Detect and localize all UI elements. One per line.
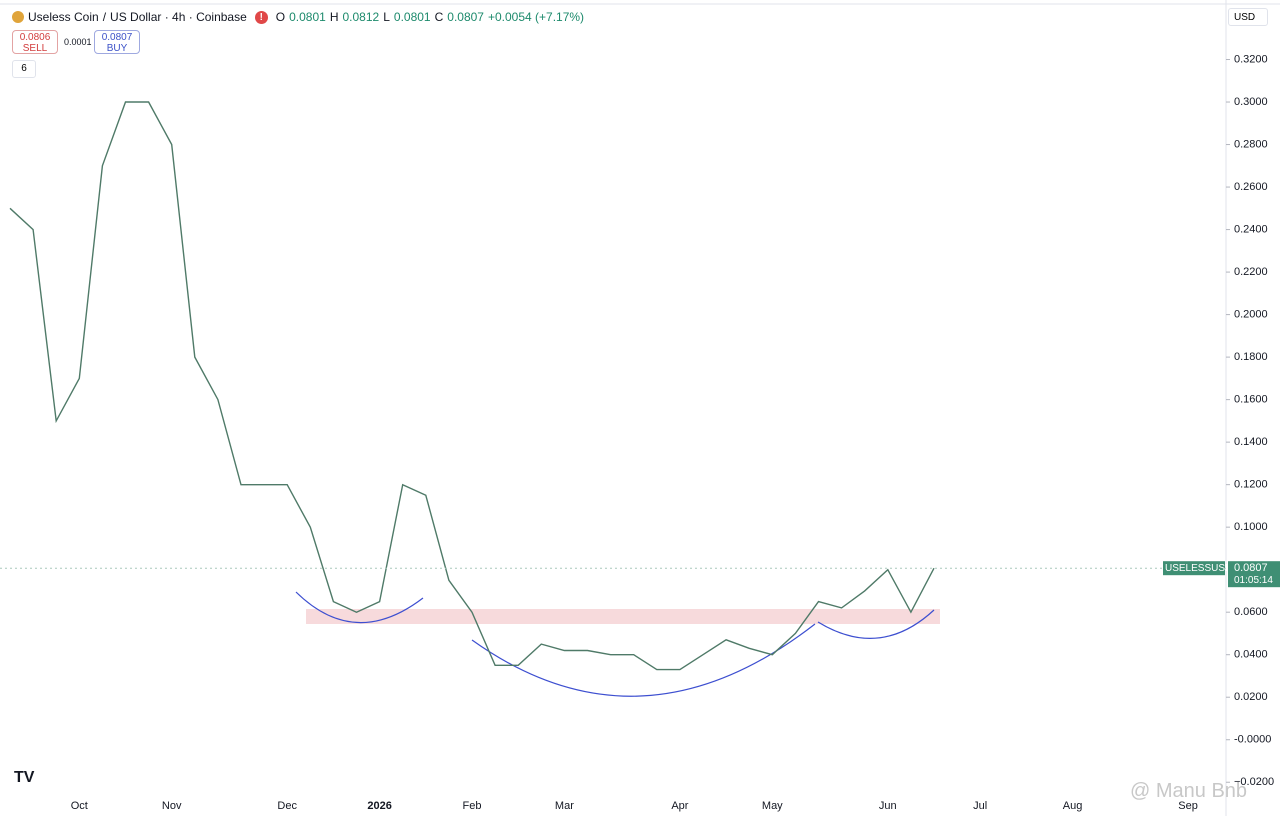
coin-icon	[12, 11, 24, 23]
x-tick-label: 2026	[367, 800, 391, 812]
y-tick-label: 0.3000	[1234, 96, 1268, 108]
low: 0.0801	[393, 10, 431, 24]
y-tick-label: −0.0200	[1234, 776, 1274, 788]
symbol-header: Useless Coin / US Dollar · 4h · Coinbase…	[12, 10, 584, 24]
y-tick-label: 0.2200	[1234, 266, 1268, 278]
price-tag-countdown: 01:05:14	[1234, 575, 1273, 586]
price-tag-bg	[1228, 561, 1280, 588]
indicators-toggle[interactable]: 6	[12, 60, 36, 78]
x-tick-label: Apr	[671, 800, 688, 812]
close: 0.0807	[447, 10, 484, 24]
x-tick-label: Aug	[1063, 800, 1083, 812]
open: 0.0801	[289, 10, 326, 24]
y-tick-label: 0.0600	[1234, 606, 1268, 618]
arc-left	[295, 591, 424, 624]
y-tick-label: 0.1400	[1234, 436, 1268, 448]
sell-label: SELL	[22, 43, 48, 54]
watermark: @ Manu Bnb	[1130, 780, 1248, 802]
quote: US Dollar · 4h · Coinbase	[110, 10, 247, 24]
warning-icon[interactable]: !	[254, 10, 268, 24]
y-tick-label: 0.2800	[1234, 138, 1268, 150]
y-tick-label: 0.0200	[1234, 691, 1268, 703]
y-tick-label: 0.2400	[1234, 223, 1268, 235]
y-tick-label: 0.2600	[1234, 181, 1268, 193]
buy-button[interactable]: 0.0807 BUY	[94, 30, 140, 54]
x-tick-label: Jun	[879, 800, 897, 812]
y-tick-label: 0.1000	[1234, 521, 1268, 533]
y-tick-label: -0.0000	[1234, 734, 1271, 746]
buy-label: BUY	[106, 43, 128, 54]
logo: TV	[14, 769, 35, 786]
y-tick-label: 0.2000	[1234, 309, 1268, 321]
sell-button[interactable]: 0.0806 SELL	[12, 30, 58, 54]
support-zone	[306, 609, 940, 624]
x-tick-label: Dec	[277, 800, 297, 812]
x-tick-label: Nov	[162, 800, 182, 812]
change: +0.0054 (+7.17%)	[487, 10, 585, 24]
buy-price: 0.0807	[101, 32, 133, 43]
price-tag-symbol: USELESSUSD	[1165, 563, 1232, 574]
y-tick-label: 0.0400	[1234, 649, 1268, 661]
symbol[interactable]: Useless Coin	[28, 10, 99, 24]
price-tag-symbol-bg	[1163, 561, 1225, 576]
x-tick-label: Jul	[973, 800, 987, 812]
y-tick-label: 0.1800	[1234, 351, 1268, 363]
y-tick-label: 0.1200	[1234, 479, 1268, 491]
low-label: L	[383, 10, 390, 24]
y-tick-label: 0.1600	[1234, 394, 1268, 406]
plot: 0.3200 0.3000 0.2800 0.2600 0.2400 0.2200 0.20…	[0, 53, 1280, 812]
high: 0.0812	[342, 10, 380, 24]
sell-price: 0.0806	[19, 32, 51, 43]
price-line	[9, 101, 935, 671]
price-tag-price: 0.0807	[1234, 562, 1268, 574]
close-label: C	[434, 10, 444, 24]
currency[interactable]: USD	[1228, 8, 1268, 26]
x-tick-label: Sep	[1178, 800, 1198, 812]
separator: /	[102, 10, 107, 24]
high-label: H	[329, 10, 339, 24]
x-tick-label: Feb	[463, 800, 482, 812]
spread: 0.0001	[64, 37, 92, 47]
y-tick-label: 0.3200	[1234, 53, 1268, 65]
arc-main	[471, 623, 816, 697]
x-tick-label: Oct	[71, 800, 88, 812]
x-tick-label: Mar	[555, 800, 574, 812]
x-tick-label: May	[762, 800, 783, 812]
arc-right	[817, 609, 935, 639]
open-label: O	[275, 10, 286, 24]
